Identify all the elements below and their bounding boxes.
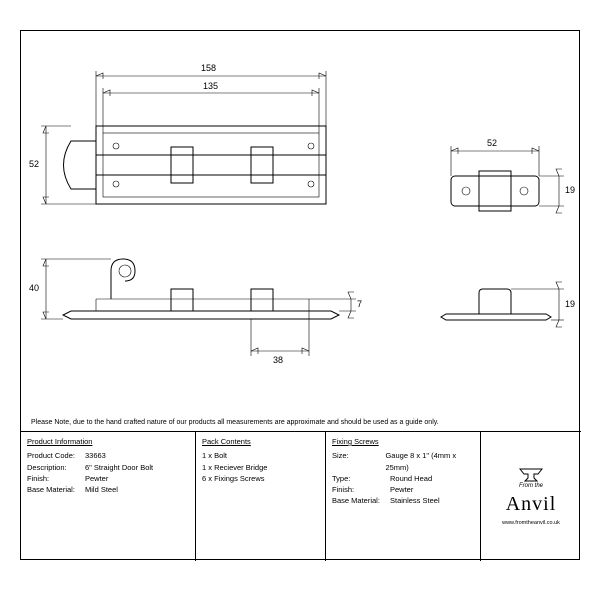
c3r0v: Gauge 8 x 1" (4mm x 25mm) [385, 450, 474, 473]
c1r3l: Base Material: [27, 484, 85, 495]
c1r0v: 33663 [85, 450, 106, 461]
c3r1v: Round Head [390, 473, 432, 484]
logo-main: Anvil [506, 489, 557, 519]
col1-header: Product Information [27, 436, 189, 447]
c3r2l: Finish: [332, 484, 390, 495]
c2r2: 6 x Fixings Screws [202, 473, 319, 484]
drawing-area: 158 135 52 40 38 7 52 19 19 [21, 31, 581, 411]
dim-135: 135 [203, 81, 218, 91]
c3r3v: Stainless Steel [390, 495, 440, 506]
dim-40: 40 [29, 283, 39, 293]
info-table: Product Information Product Code:33663 D… [21, 431, 581, 561]
c1r1v: 6" Straight Door Bolt [85, 462, 153, 473]
c3r1l: Type: [332, 473, 390, 484]
c1r0l: Product Code: [27, 450, 85, 461]
logo-url: www.fromtheanvil.co.uk [502, 519, 560, 527]
disclaimer-note: Please Note, due to the hand crafted nat… [31, 419, 571, 426]
technical-drawing [21, 31, 581, 411]
dim-158: 158 [201, 63, 216, 73]
dim-19k: 19 [565, 185, 575, 195]
dim-7: 7 [357, 299, 362, 309]
dim-38: 38 [273, 355, 283, 365]
c1r2l: Finish: [27, 473, 85, 484]
col-logo: From the Anvil www.fromtheanvil.co.uk [481, 432, 581, 561]
col-fixing-screws: Fixing Screws Size:Gauge 8 x 1" (4mm x 2… [326, 432, 481, 561]
anvil-icon [518, 466, 544, 482]
c3r3l: Base Material: [332, 495, 390, 506]
c2r1: 1 x Reciever Bridge [202, 462, 319, 473]
c3r0l: Size: [332, 450, 385, 473]
drawing-sheet: 158 135 52 40 38 7 52 19 19 Please Note,… [20, 30, 580, 560]
c1r3v: Mild Steel [85, 484, 118, 495]
logo: From the Anvil www.fromtheanvil.co.uk [502, 466, 560, 527]
col3-header: Fixing Screws [332, 436, 474, 447]
c1r2v: Pewter [85, 473, 108, 484]
c2r0: 1 x Bolt [202, 450, 319, 461]
c3r2v: Pewter [390, 484, 413, 495]
col-product-info: Product Information Product Code:33663 D… [21, 432, 196, 561]
dim-52k: 52 [487, 138, 497, 148]
dim-19s: 19 [565, 299, 575, 309]
col2-header: Pack Contents [202, 436, 319, 447]
dim-52: 52 [29, 159, 39, 169]
col-pack-contents: Pack Contents 1 x Bolt 1 x Reciever Brid… [196, 432, 326, 561]
c1r1l: Description: [27, 462, 85, 473]
